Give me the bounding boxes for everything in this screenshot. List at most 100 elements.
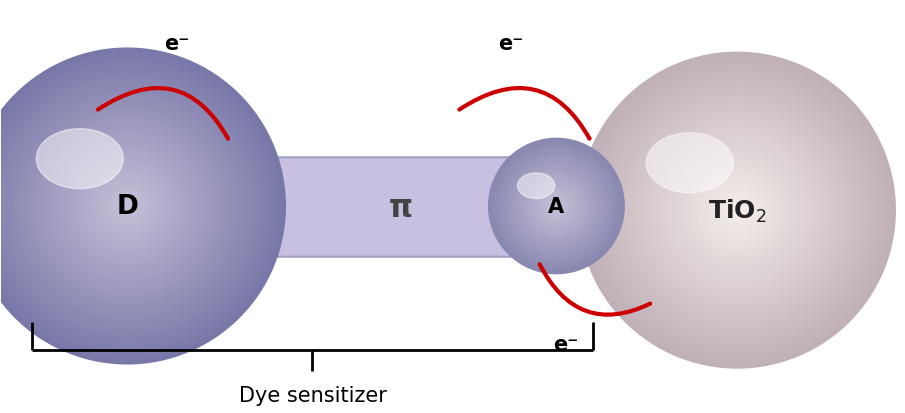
Ellipse shape <box>6 86 249 327</box>
Ellipse shape <box>648 121 827 300</box>
Ellipse shape <box>522 173 590 240</box>
Ellipse shape <box>690 164 785 258</box>
Ellipse shape <box>531 182 581 231</box>
Ellipse shape <box>542 192 571 221</box>
Ellipse shape <box>93 172 161 241</box>
Ellipse shape <box>539 190 574 223</box>
Ellipse shape <box>0 62 272 351</box>
Ellipse shape <box>632 106 843 316</box>
Ellipse shape <box>36 129 123 189</box>
Ellipse shape <box>491 141 622 272</box>
Ellipse shape <box>24 104 230 309</box>
Text: e⁻: e⁻ <box>165 34 189 54</box>
Ellipse shape <box>511 161 602 252</box>
Ellipse shape <box>0 57 278 356</box>
Ellipse shape <box>700 174 774 247</box>
Ellipse shape <box>556 205 557 208</box>
Ellipse shape <box>547 196 567 217</box>
Ellipse shape <box>540 191 572 222</box>
Ellipse shape <box>518 173 555 199</box>
Ellipse shape <box>520 171 593 242</box>
Ellipse shape <box>67 146 188 267</box>
FancyArrowPatch shape <box>98 89 228 139</box>
Ellipse shape <box>616 90 858 331</box>
Ellipse shape <box>103 183 151 230</box>
Ellipse shape <box>618 93 856 329</box>
Ellipse shape <box>597 71 877 350</box>
Ellipse shape <box>492 142 621 271</box>
Ellipse shape <box>56 135 198 278</box>
Ellipse shape <box>106 185 148 228</box>
Ellipse shape <box>0 78 256 335</box>
Ellipse shape <box>119 199 135 214</box>
Ellipse shape <box>38 117 217 296</box>
Ellipse shape <box>674 147 800 273</box>
Ellipse shape <box>624 98 851 323</box>
Ellipse shape <box>40 120 214 293</box>
Ellipse shape <box>507 157 606 256</box>
Ellipse shape <box>553 203 560 210</box>
Ellipse shape <box>19 99 235 314</box>
Ellipse shape <box>0 75 259 338</box>
Ellipse shape <box>669 142 805 279</box>
Ellipse shape <box>538 188 576 225</box>
Ellipse shape <box>721 195 753 226</box>
Ellipse shape <box>650 124 824 297</box>
Ellipse shape <box>708 182 767 240</box>
Ellipse shape <box>548 199 565 214</box>
Ellipse shape <box>517 167 596 246</box>
Ellipse shape <box>82 162 172 251</box>
Ellipse shape <box>71 152 183 261</box>
Ellipse shape <box>516 166 597 247</box>
Ellipse shape <box>548 197 566 216</box>
Ellipse shape <box>684 158 790 263</box>
Ellipse shape <box>719 192 756 229</box>
Ellipse shape <box>518 168 595 245</box>
Ellipse shape <box>544 194 569 219</box>
Ellipse shape <box>634 108 840 313</box>
Ellipse shape <box>43 123 212 290</box>
FancyBboxPatch shape <box>260 158 541 257</box>
Ellipse shape <box>111 191 143 222</box>
Text: A: A <box>548 197 565 216</box>
Ellipse shape <box>525 175 588 238</box>
Ellipse shape <box>608 82 866 339</box>
Ellipse shape <box>710 184 764 237</box>
Ellipse shape <box>501 152 612 261</box>
Ellipse shape <box>521 172 592 241</box>
Ellipse shape <box>529 178 585 235</box>
Ellipse shape <box>526 176 587 237</box>
Ellipse shape <box>530 180 583 233</box>
Ellipse shape <box>529 180 584 233</box>
Ellipse shape <box>53 133 201 280</box>
Ellipse shape <box>489 139 624 274</box>
Ellipse shape <box>62 141 193 272</box>
Ellipse shape <box>549 200 563 213</box>
Ellipse shape <box>0 73 262 340</box>
Ellipse shape <box>33 112 222 301</box>
Ellipse shape <box>679 153 795 268</box>
Ellipse shape <box>663 137 811 284</box>
Ellipse shape <box>85 164 169 249</box>
Ellipse shape <box>80 159 175 254</box>
Ellipse shape <box>69 149 186 264</box>
Ellipse shape <box>716 190 758 232</box>
Ellipse shape <box>621 95 853 326</box>
Ellipse shape <box>90 170 164 243</box>
Ellipse shape <box>614 87 861 334</box>
Ellipse shape <box>493 143 620 270</box>
Ellipse shape <box>519 169 594 244</box>
Ellipse shape <box>552 202 561 211</box>
Ellipse shape <box>96 175 158 238</box>
Ellipse shape <box>729 203 745 218</box>
Ellipse shape <box>122 201 132 212</box>
Ellipse shape <box>589 64 885 358</box>
Ellipse shape <box>655 129 819 292</box>
Ellipse shape <box>0 52 282 361</box>
Ellipse shape <box>626 100 848 321</box>
Ellipse shape <box>646 133 733 193</box>
Ellipse shape <box>494 145 618 268</box>
Ellipse shape <box>698 171 776 250</box>
Ellipse shape <box>645 119 829 302</box>
Ellipse shape <box>0 59 275 354</box>
